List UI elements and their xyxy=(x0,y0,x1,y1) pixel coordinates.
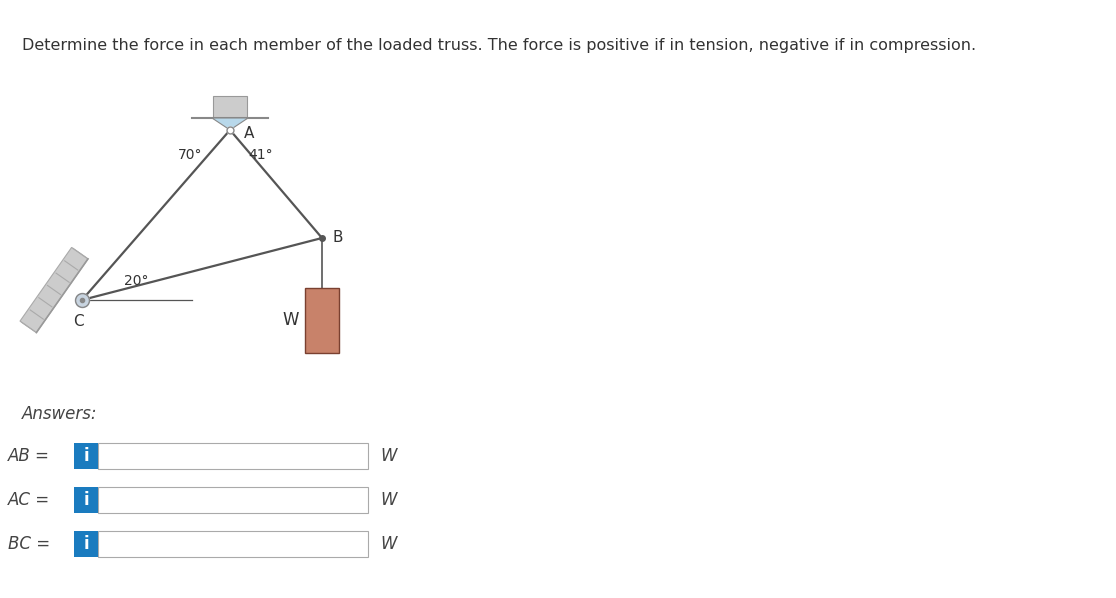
Text: W: W xyxy=(282,311,299,329)
Text: C: C xyxy=(73,314,84,329)
Text: i: i xyxy=(84,447,89,465)
Text: W: W xyxy=(381,447,396,465)
Bar xyxy=(74,531,98,557)
Bar xyxy=(213,96,247,118)
Polygon shape xyxy=(20,248,88,332)
Bar xyxy=(98,531,368,557)
Bar xyxy=(98,487,368,513)
Text: i: i xyxy=(84,491,89,509)
Text: W: W xyxy=(381,535,396,553)
Text: AC =: AC = xyxy=(8,491,50,509)
Text: AB =: AB = xyxy=(8,447,50,465)
Text: BC =: BC = xyxy=(8,535,50,553)
Text: 20°: 20° xyxy=(124,274,148,288)
Text: Answers:: Answers: xyxy=(22,405,97,423)
Bar xyxy=(74,487,98,513)
Bar xyxy=(74,443,98,469)
Text: 70°: 70° xyxy=(177,148,202,162)
Text: Determine the force in each member of the loaded truss. The force is positive if: Determine the force in each member of th… xyxy=(22,38,976,53)
Text: A: A xyxy=(244,126,254,141)
Bar xyxy=(98,443,368,469)
Bar xyxy=(305,288,339,353)
Text: W: W xyxy=(381,491,396,509)
Text: B: B xyxy=(331,230,343,246)
Polygon shape xyxy=(212,118,248,130)
Text: 41°: 41° xyxy=(248,148,272,162)
Text: i: i xyxy=(84,535,89,553)
